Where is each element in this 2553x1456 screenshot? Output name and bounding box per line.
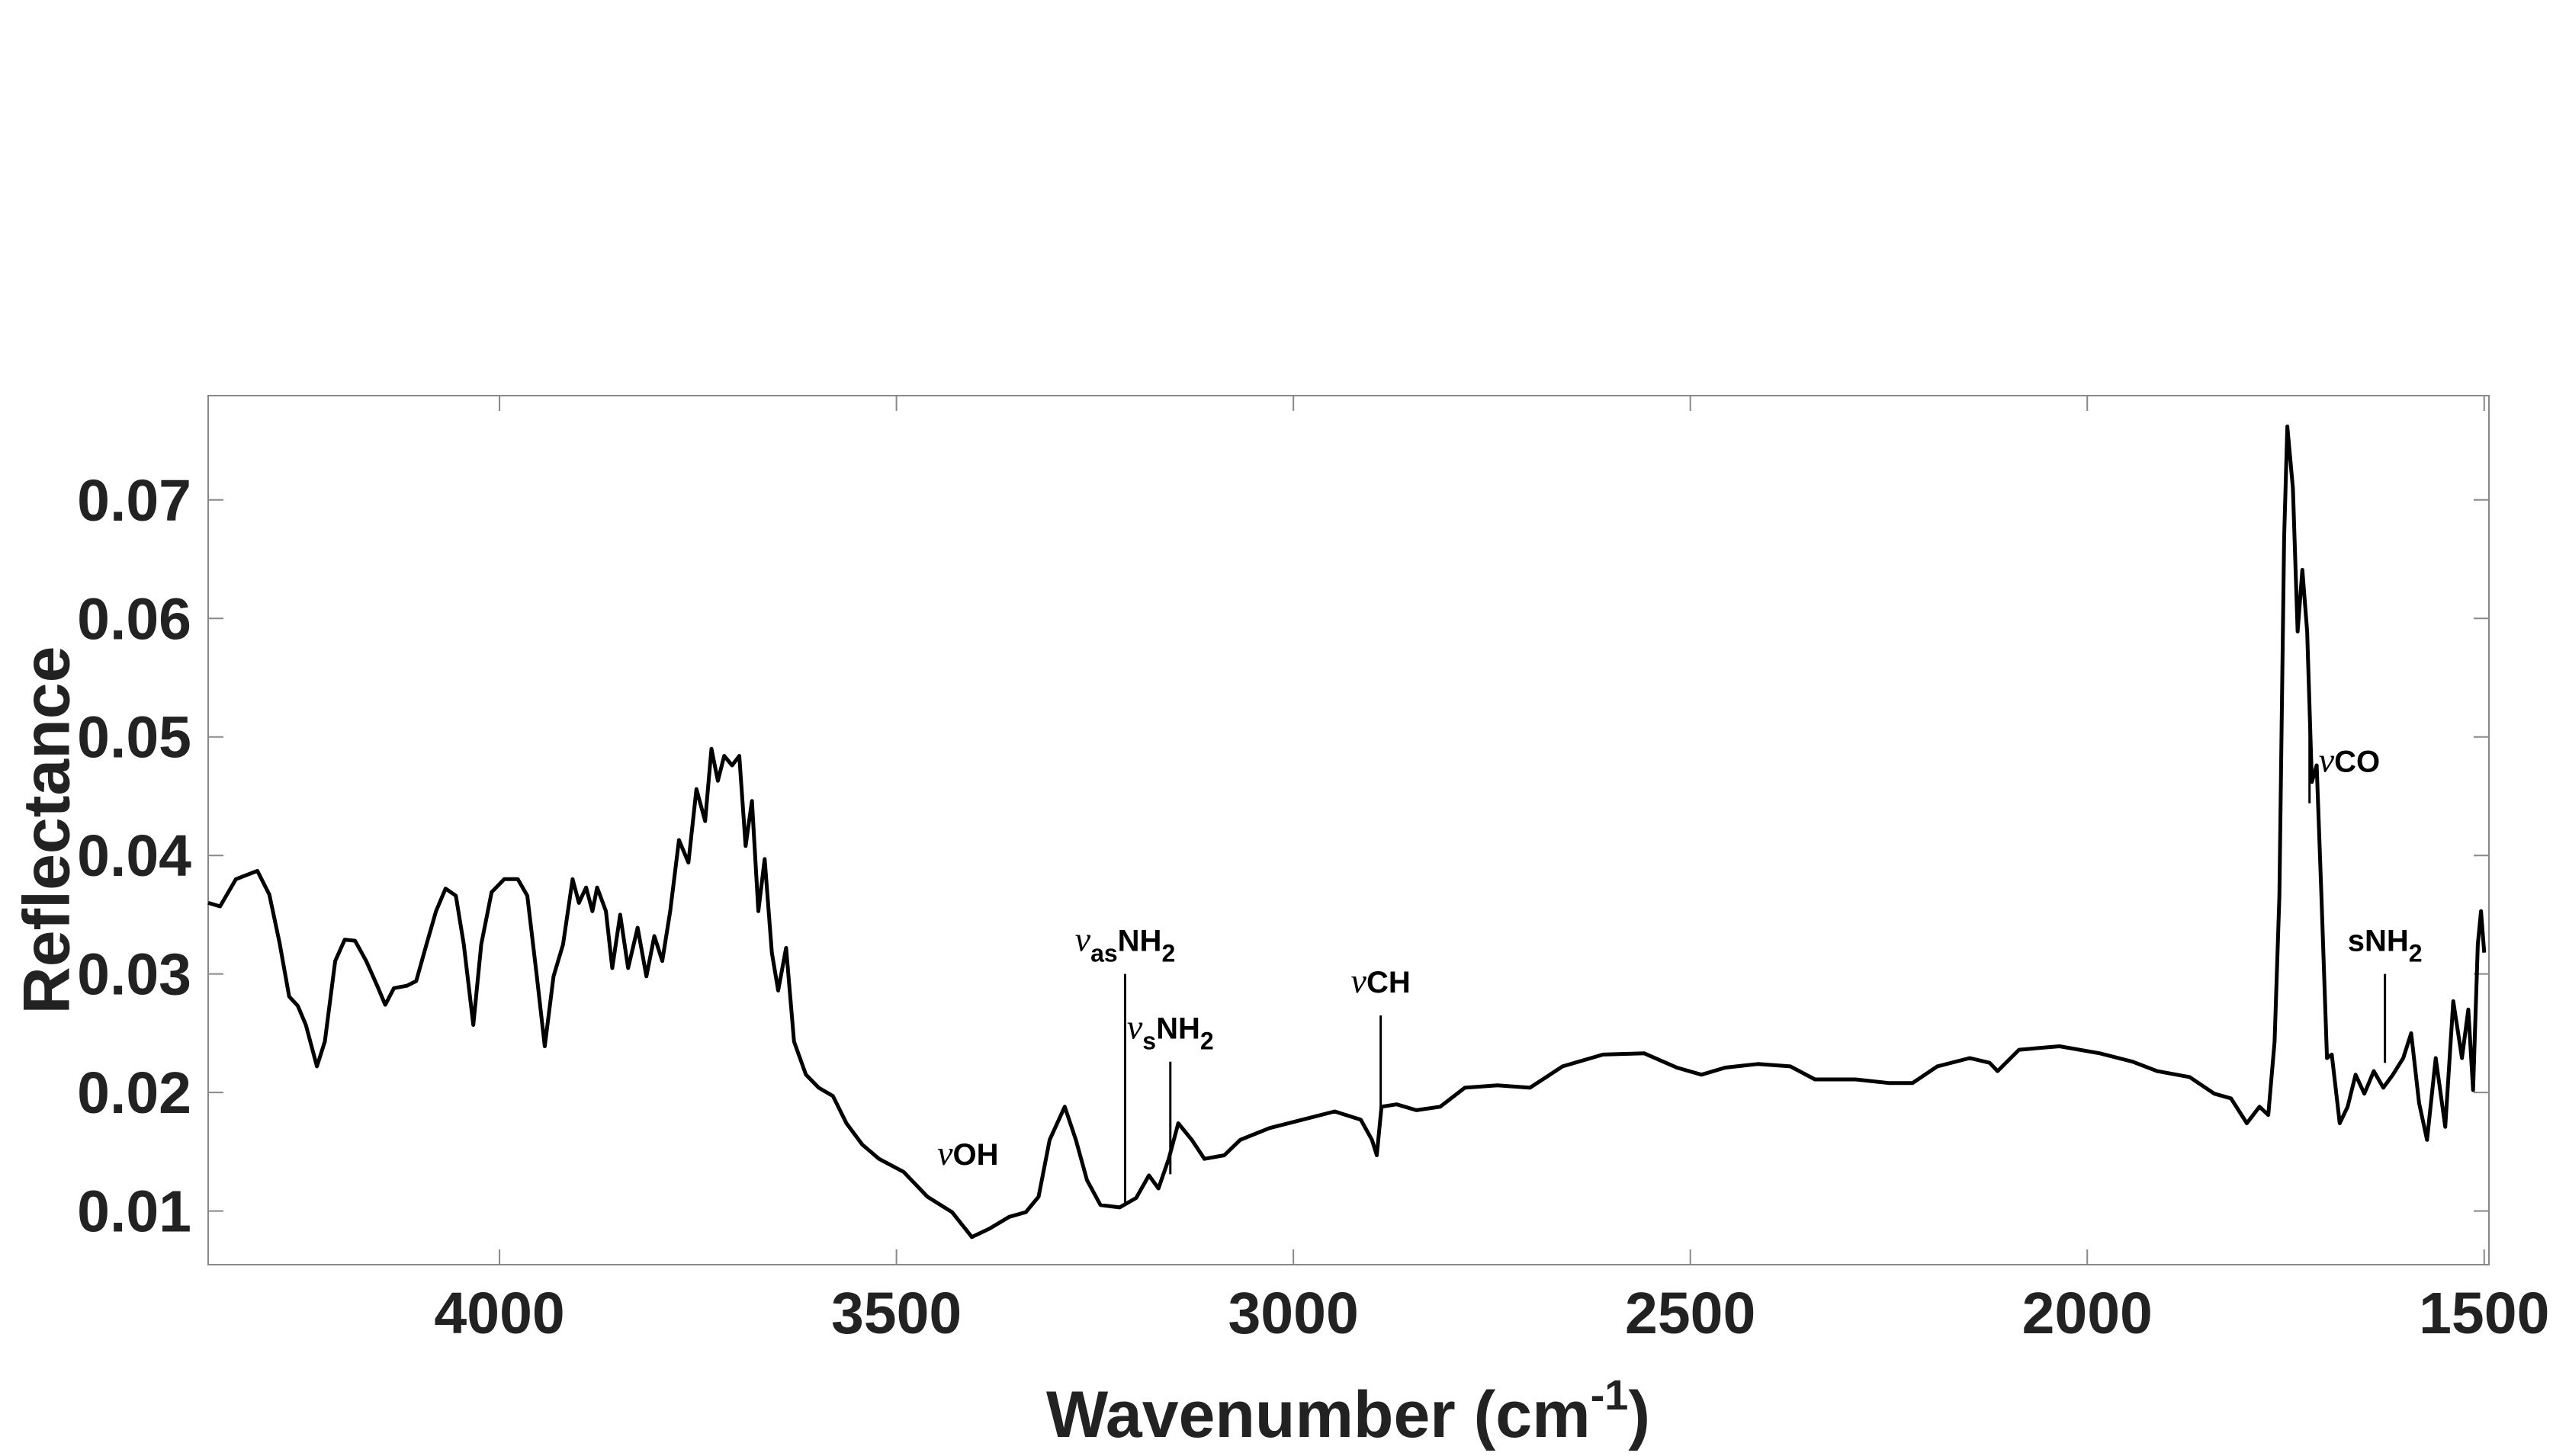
annotation-part: 2 xyxy=(2409,940,2423,967)
annotation: νasNH2 xyxy=(1075,920,1176,967)
y-tick-label: 0.07 xyxy=(77,468,191,534)
x-tick-label: 1500 xyxy=(2419,1281,2549,1346)
y-tick-label: 0.02 xyxy=(77,1060,191,1126)
x-tick-label: 2500 xyxy=(1625,1281,1755,1346)
annotation: νOH xyxy=(937,1134,998,1172)
annotation-part: OH xyxy=(953,1138,999,1172)
annotation: νCO xyxy=(2319,741,2380,780)
annotation-part: sNH xyxy=(2348,925,2409,958)
x-tick-label: 2000 xyxy=(2022,1281,2153,1346)
y-tick-label: 0.06 xyxy=(77,586,191,652)
x-axis-label-part: ) xyxy=(1628,1378,1650,1451)
annotation-part: NH xyxy=(1118,925,1162,958)
y-tick-label: 0.05 xyxy=(77,705,191,771)
annotation-part: ν xyxy=(1075,920,1091,959)
annotation: sNH2 xyxy=(2348,925,2423,967)
annotation: νsNH2 xyxy=(1127,1008,1214,1055)
annotation-part: ν xyxy=(1127,1008,1143,1047)
annotation-part: 2 xyxy=(1161,940,1175,967)
x-tick-label: 4000 xyxy=(434,1281,564,1346)
x-tick-label: 3000 xyxy=(1228,1281,1358,1346)
annotation-part: as xyxy=(1090,940,1118,967)
x-axis-label-part: Wavenumber (cm xyxy=(1046,1378,1591,1451)
annotation-part: CH xyxy=(1366,966,1411,999)
annotation-part: s xyxy=(1142,1028,1156,1055)
annotation-part: 2 xyxy=(1200,1028,1214,1055)
annotation-part: CO xyxy=(2334,746,2380,779)
annotation-part: ν xyxy=(937,1134,953,1172)
x-axis-label-part: -1 xyxy=(1591,1371,1629,1419)
spectrum-line xyxy=(207,424,2487,1240)
annotation-part: ν xyxy=(1351,961,1367,1000)
x-axis-label: Wavenumber (cm-1) xyxy=(1046,1371,1650,1451)
annotation-part: NH xyxy=(1156,1012,1200,1046)
x-tick-label: 3500 xyxy=(831,1281,962,1346)
y-tick-label: 0.01 xyxy=(77,1179,191,1245)
y-tick-label: 0.04 xyxy=(77,823,191,889)
y-axis-label: Reflectance xyxy=(11,646,84,1015)
annotation-part: ν xyxy=(2319,741,2335,780)
annotation: νCH xyxy=(1351,961,1411,1000)
y-tick-label: 0.03 xyxy=(77,942,191,1008)
plot-frame xyxy=(207,395,2490,1265)
